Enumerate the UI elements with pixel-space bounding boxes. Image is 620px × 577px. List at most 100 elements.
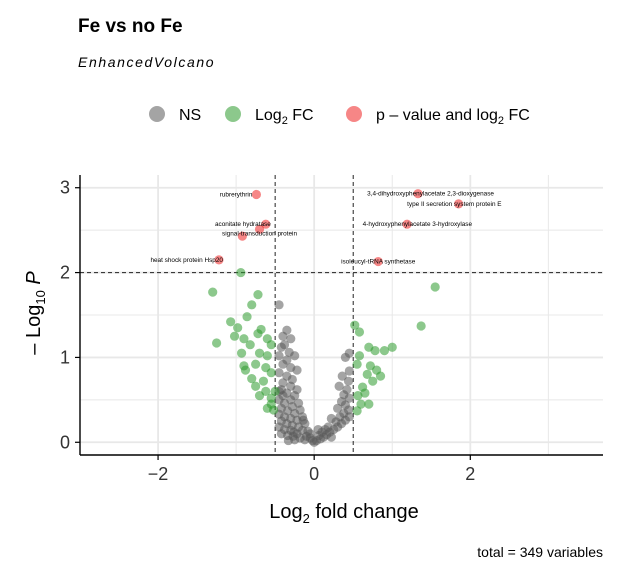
axes: −2 0 2 0 1 2 3 bbox=[60, 175, 603, 484]
point-fc bbox=[236, 267, 246, 278]
point-label: 3,4-dihydroxyphenylacetate 2,3-dioxygena… bbox=[367, 191, 494, 198]
point-ns bbox=[344, 348, 354, 358]
legend-label-sub: 2 bbox=[282, 115, 288, 127]
point-fc bbox=[239, 334, 249, 344]
point-fc bbox=[364, 399, 374, 409]
point-ns bbox=[337, 371, 347, 381]
point-fc bbox=[379, 346, 390, 356]
point-fc bbox=[254, 348, 265, 358]
point-fc bbox=[356, 399, 366, 409]
point-ns bbox=[334, 381, 344, 391]
point-label: aconitate hydratase bbox=[215, 221, 271, 228]
x-tick-label: 2 bbox=[465, 464, 475, 484]
point-ns bbox=[289, 427, 299, 437]
point-fc bbox=[375, 371, 386, 381]
point-fc bbox=[253, 290, 263, 300]
point-fc bbox=[352, 359, 362, 369]
point-sig bbox=[413, 189, 423, 199]
point-label: signal-transduction protein bbox=[222, 231, 297, 238]
point-fc bbox=[240, 365, 251, 375]
point-label: heat shock protein Hsp20 bbox=[150, 257, 223, 264]
point-fc bbox=[352, 406, 362, 416]
point-ns bbox=[274, 351, 284, 361]
y-tick-label: 0 bbox=[60, 432, 70, 452]
point-label: isoleucyl-tRNA synthetase bbox=[341, 259, 416, 266]
x-title-base: Log bbox=[269, 501, 302, 523]
legend: NS Log2 FC p – value and log2 FC bbox=[149, 106, 530, 127]
point-fc bbox=[253, 329, 263, 339]
point-sig bbox=[251, 189, 262, 200]
legend-label-sub: 2 bbox=[498, 115, 504, 127]
point-ns bbox=[276, 342, 286, 352]
point-ns bbox=[286, 334, 296, 344]
point-sig bbox=[214, 255, 224, 265]
point-ns bbox=[313, 424, 323, 435]
point-labels: rubrerythrin aconitate hydratase signal-tr… bbox=[150, 191, 501, 266]
legend-label-fc: Log2 FC bbox=[255, 107, 314, 127]
point-fc bbox=[258, 376, 269, 386]
point-fc bbox=[266, 368, 276, 378]
point-ns bbox=[332, 403, 343, 413]
point-fc bbox=[212, 338, 222, 348]
point-fc bbox=[208, 287, 218, 297]
point-ns bbox=[274, 300, 284, 310]
point-label: rubrerythrin bbox=[220, 192, 253, 199]
point-sig bbox=[254, 224, 265, 234]
point-ns bbox=[278, 331, 288, 341]
point-fc bbox=[242, 312, 252, 322]
point-ns bbox=[292, 365, 302, 375]
data-points bbox=[208, 189, 464, 447]
point-fc bbox=[254, 391, 265, 401]
point-fc bbox=[368, 376, 378, 386]
point-ns bbox=[326, 413, 336, 424]
point-ns bbox=[283, 435, 294, 446]
point-fc bbox=[247, 300, 257, 310]
point-fc bbox=[247, 374, 257, 384]
legend-label-rest: FC bbox=[504, 107, 530, 124]
point-fc bbox=[266, 340, 276, 350]
point-ns bbox=[290, 351, 300, 361]
point-sig bbox=[261, 219, 271, 229]
x-tick-label: −2 bbox=[148, 464, 169, 484]
legend-key-ns bbox=[149, 106, 165, 122]
x-title-rest: fold change bbox=[310, 501, 419, 523]
legend-label-sig: p – value and log2 FC bbox=[376, 107, 530, 127]
y-tick-label: 2 bbox=[60, 263, 70, 283]
x-axis-title: Log2 fold change bbox=[269, 501, 419, 526]
point-ns bbox=[343, 376, 354, 386]
y-title-prefix: – Log bbox=[23, 305, 45, 355]
point-fc bbox=[354, 327, 365, 337]
point-fc bbox=[350, 320, 360, 330]
point-fc bbox=[236, 348, 247, 358]
point-fc bbox=[245, 340, 255, 350]
point-sig bbox=[373, 256, 383, 267]
point-fc bbox=[268, 405, 279, 415]
point-ns bbox=[326, 432, 336, 442]
chart-subtitle: EnhancedVolcano bbox=[78, 54, 215, 70]
point-fc bbox=[387, 342, 397, 352]
point-ns bbox=[298, 415, 308, 425]
legend-label-rest: FC bbox=[288, 107, 314, 124]
point-fc bbox=[233, 323, 243, 333]
point-fc bbox=[430, 282, 440, 292]
legend-label-base: Log bbox=[255, 107, 282, 124]
y-tick-label: 3 bbox=[60, 178, 70, 198]
y-title-sub: 10 bbox=[33, 290, 48, 304]
point-fc bbox=[251, 359, 261, 369]
point-fc bbox=[226, 317, 236, 327]
y-tick-label: 1 bbox=[60, 347, 70, 367]
point-fc bbox=[370, 346, 380, 356]
y-title-p: P bbox=[23, 271, 45, 291]
caption: total = 349 variables bbox=[477, 544, 603, 560]
point-label: 4-hydroxyphenylacetate 3-hydroxylase bbox=[363, 221, 473, 228]
point-fc bbox=[360, 388, 370, 398]
legend-key-fc bbox=[225, 106, 241, 122]
point-fc bbox=[262, 351, 272, 361]
point-sig bbox=[237, 231, 247, 241]
point-fc bbox=[251, 381, 261, 391]
point-fc bbox=[354, 351, 365, 361]
point-ns bbox=[274, 368, 284, 378]
point-fc bbox=[229, 331, 240, 341]
point-fc bbox=[416, 321, 426, 331]
